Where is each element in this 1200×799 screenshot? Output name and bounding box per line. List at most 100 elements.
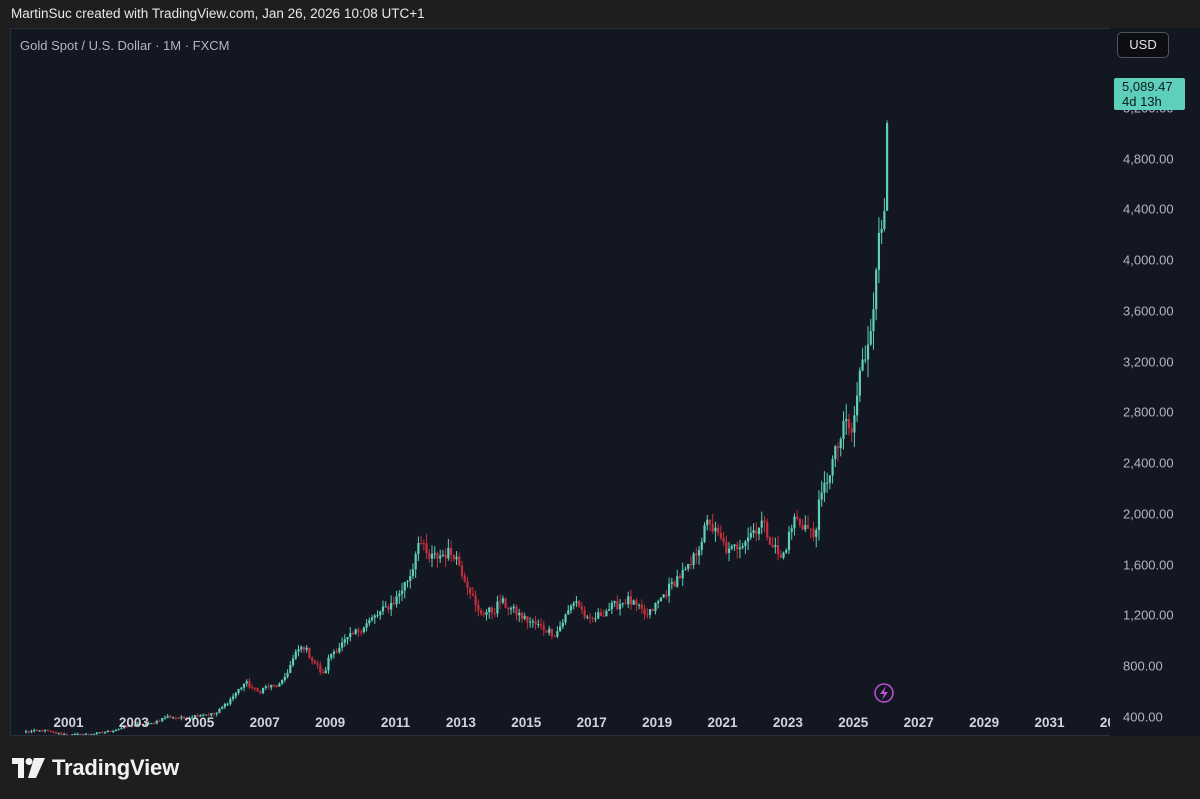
candle-body	[643, 609, 646, 615]
candle-body	[594, 618, 597, 620]
candle-body	[831, 459, 834, 476]
candle-body	[231, 696, 235, 699]
candle-body	[354, 629, 357, 634]
candle-body	[602, 615, 605, 617]
candle-body	[196, 715, 199, 717]
candle-body	[588, 616, 592, 618]
candle-body	[390, 602, 393, 610]
lightning-icon[interactable]	[874, 683, 894, 703]
candles	[24, 120, 889, 736]
candle-body	[84, 733, 88, 735]
candle-body	[727, 548, 731, 553]
y-tick-label: 4,400.00	[1123, 201, 1174, 217]
candle-body	[182, 716, 186, 719]
candlestick-chart[interactable]: 2001 2003 2005 2007 2009 2011 2013 2015 2017 2019…	[11, 29, 1119, 736]
candle-body	[681, 569, 684, 579]
x-tick-label: 2001	[53, 715, 84, 730]
candle-body	[117, 729, 120, 731]
candle-body	[340, 642, 344, 648]
candle-body	[861, 359, 864, 371]
candle-body	[618, 604, 622, 610]
candle-body	[449, 547, 453, 555]
candle-body	[872, 309, 875, 332]
candle-body	[885, 123, 889, 211]
candle-body	[774, 545, 777, 547]
candle-body	[319, 665, 322, 673]
candle-body	[779, 554, 782, 558]
candle-body	[545, 630, 548, 633]
candle-body	[474, 595, 477, 606]
candle-body	[575, 601, 578, 604]
candle-body	[796, 516, 799, 519]
candle-body	[212, 713, 216, 715]
candle-body	[640, 604, 643, 610]
candle-body	[847, 418, 851, 429]
candle-body	[330, 654, 333, 658]
candle-body	[558, 626, 562, 632]
candle-body	[370, 617, 374, 621]
candle-body	[76, 733, 79, 735]
candle-body	[54, 732, 58, 734]
candle-body	[172, 717, 175, 719]
candle-body	[722, 538, 725, 543]
candle-body	[291, 658, 295, 665]
candle-body	[610, 602, 613, 610]
candle-body	[95, 732, 98, 734]
candle-body	[638, 604, 641, 606]
candle-body	[193, 715, 197, 718]
candle-body	[210, 713, 213, 716]
candle-body	[297, 649, 300, 652]
candle-body	[275, 685, 278, 687]
candle-body	[441, 554, 445, 556]
candle-body	[567, 610, 570, 615]
candle-body	[509, 608, 513, 610]
price-axis[interactable]	[1110, 28, 1200, 736]
symbol-legend: Gold Spot / U.S. Dollar · 1M · FXCM	[20, 38, 230, 53]
candle-body	[507, 607, 510, 610]
candle-body	[109, 730, 112, 732]
candle-body	[708, 519, 712, 524]
candle-body	[766, 521, 769, 538]
candle-body	[93, 733, 96, 735]
candle-body	[501, 598, 504, 603]
candle-body	[131, 725, 134, 727]
x-tick-label: 2029	[969, 715, 999, 730]
x-tick-label: 2023	[773, 715, 804, 730]
candle-body	[845, 418, 848, 421]
candle-body	[384, 606, 387, 608]
candle-body	[471, 593, 474, 596]
candle-body	[736, 544, 739, 550]
candle-body	[518, 612, 521, 616]
candle-body	[531, 621, 534, 623]
candle-body	[272, 684, 276, 686]
candle-body	[828, 475, 831, 483]
candle-body	[629, 596, 633, 605]
candle-body	[251, 687, 254, 689]
candle-body	[65, 734, 68, 735]
candle-body	[221, 706, 224, 709]
tradingview-logo-icon	[12, 758, 45, 778]
candle-body	[60, 732, 63, 735]
x-tick-label: 2003	[119, 715, 150, 730]
candle-body	[877, 232, 881, 270]
candle-body	[850, 428, 853, 433]
candle-body	[806, 525, 810, 529]
candle-body	[101, 732, 104, 734]
last-price-badge: 5,089.47 4d 13h	[1114, 78, 1185, 110]
candle-body	[150, 723, 153, 725]
candle-body	[616, 601, 619, 610]
candle-body	[68, 735, 70, 736]
candle-body	[177, 717, 180, 719]
candle-body	[240, 687, 243, 690]
candle-body	[351, 633, 355, 635]
candle-body	[605, 610, 608, 617]
tradingview-logo[interactable]: TradingView	[12, 754, 179, 782]
candle-body	[270, 684, 273, 688]
bar-countdown: 4d 13h	[1122, 94, 1162, 109]
candle-body	[259, 691, 262, 694]
currency-button[interactable]: USD	[1117, 32, 1169, 58]
candle-body	[253, 687, 256, 689]
candle-body	[387, 606, 390, 610]
candle-body	[289, 664, 292, 673]
chart-pane[interactable]: 2001 2003 2005 2007 2009 2011 2013 2015 2017 2019…	[10, 28, 1119, 736]
